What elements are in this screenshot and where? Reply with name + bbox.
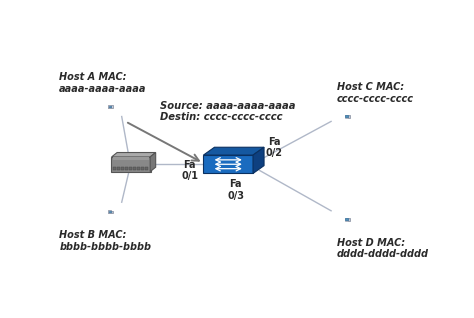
Text: Host B MAC:
bbbb-bbbb-bbbb: Host B MAC: bbbb-bbbb-bbbb <box>59 230 151 252</box>
FancyBboxPatch shape <box>137 167 140 170</box>
FancyBboxPatch shape <box>347 115 350 118</box>
FancyBboxPatch shape <box>111 157 151 172</box>
Text: Host D MAC:
dddd-dddd-dddd: Host D MAC: dddd-dddd-dddd <box>337 238 428 259</box>
FancyBboxPatch shape <box>121 167 124 170</box>
FancyBboxPatch shape <box>109 106 111 107</box>
Text: Fa
0/3: Fa 0/3 <box>227 179 244 201</box>
FancyBboxPatch shape <box>108 105 111 108</box>
FancyBboxPatch shape <box>110 105 113 108</box>
FancyBboxPatch shape <box>345 218 348 220</box>
Text: Fa
0/2: Fa 0/2 <box>265 137 283 158</box>
FancyBboxPatch shape <box>133 167 136 170</box>
Text: Host A MAC:
aaaa-aaaa-aaaa: Host A MAC: aaaa-aaaa-aaaa <box>59 73 147 94</box>
FancyBboxPatch shape <box>346 117 348 118</box>
FancyBboxPatch shape <box>117 167 119 170</box>
FancyBboxPatch shape <box>110 211 113 213</box>
FancyBboxPatch shape <box>145 167 148 170</box>
Text: Fa
0/1: Fa 0/1 <box>181 160 198 181</box>
Text: Source: aaaa-aaaa-aaaa
Destin: cccc-cccc-cccc: Source: aaaa-aaaa-aaaa Destin: cccc-cccc… <box>160 100 296 122</box>
FancyBboxPatch shape <box>113 167 116 170</box>
FancyBboxPatch shape <box>346 218 348 220</box>
FancyBboxPatch shape <box>125 167 128 170</box>
Polygon shape <box>203 147 264 155</box>
FancyBboxPatch shape <box>345 115 348 117</box>
FancyBboxPatch shape <box>347 218 350 221</box>
FancyBboxPatch shape <box>129 167 132 170</box>
Text: Host C MAC:
cccc-cccc-cccc: Host C MAC: cccc-cccc-cccc <box>337 82 414 104</box>
Polygon shape <box>203 155 253 173</box>
Polygon shape <box>111 153 155 157</box>
FancyBboxPatch shape <box>108 211 111 213</box>
FancyBboxPatch shape <box>109 107 111 108</box>
Polygon shape <box>150 153 155 172</box>
FancyBboxPatch shape <box>109 212 111 213</box>
FancyBboxPatch shape <box>346 115 348 117</box>
FancyBboxPatch shape <box>346 220 348 221</box>
FancyBboxPatch shape <box>348 219 349 220</box>
FancyBboxPatch shape <box>141 167 144 170</box>
FancyBboxPatch shape <box>348 116 349 117</box>
FancyBboxPatch shape <box>113 157 149 160</box>
FancyBboxPatch shape <box>111 212 112 213</box>
Polygon shape <box>253 147 264 173</box>
FancyBboxPatch shape <box>109 211 111 212</box>
